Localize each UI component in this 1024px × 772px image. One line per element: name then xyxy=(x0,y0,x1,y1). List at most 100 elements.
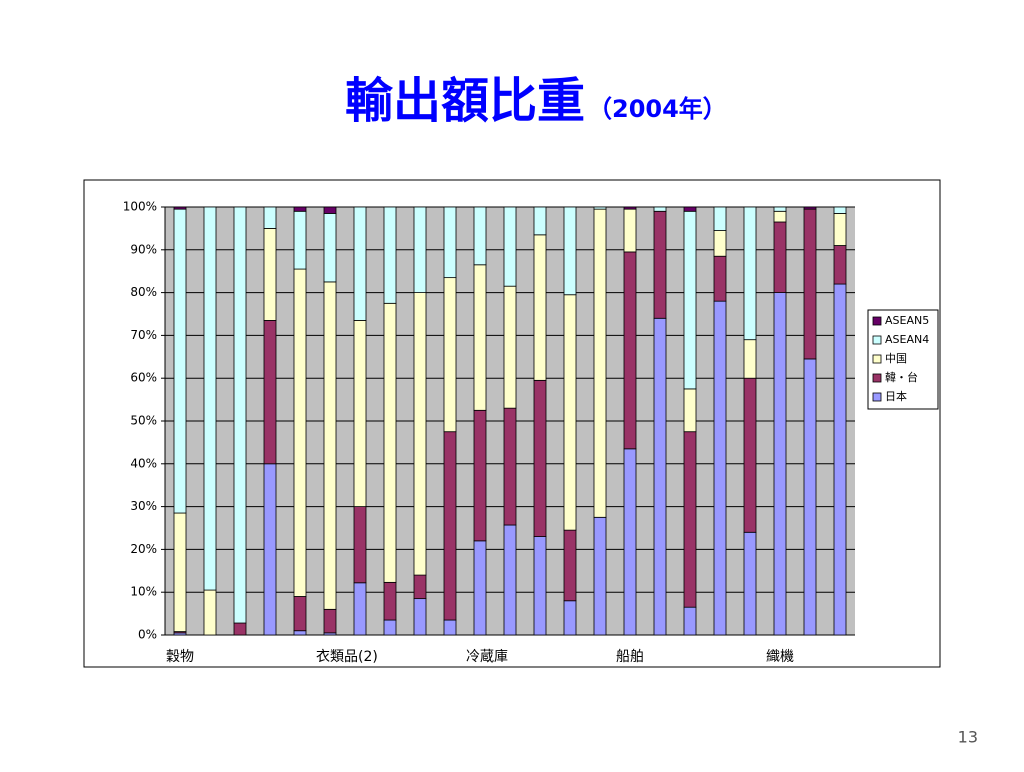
legend-label: 中国 xyxy=(885,352,907,365)
y-tick-label: 90% xyxy=(130,242,157,256)
legend-label: 韓・台 xyxy=(885,370,918,384)
bar-segment xyxy=(503,407,517,526)
bar-segment xyxy=(173,512,187,632)
y-tick-label: 80% xyxy=(130,285,157,299)
bar-segment xyxy=(623,208,637,253)
bar-segment xyxy=(743,206,757,341)
bar-segment xyxy=(383,581,397,621)
bar-segment xyxy=(263,320,277,465)
bar-segment xyxy=(263,206,277,229)
page-number: 13 xyxy=(958,728,978,747)
legend-swatch xyxy=(872,373,882,383)
legend-swatch xyxy=(872,354,882,364)
bar-segment xyxy=(173,208,187,514)
bar-segment xyxy=(293,268,307,597)
bar-segment xyxy=(623,448,637,636)
x-tick-label: 衣類品(2) xyxy=(316,649,378,665)
bar-segment xyxy=(833,283,847,636)
chart-subtitle: （2004年） xyxy=(588,95,727,123)
bar-segment xyxy=(503,285,517,409)
bar-segment xyxy=(323,608,337,634)
bar-segment xyxy=(803,208,817,360)
bar-segment xyxy=(563,600,577,636)
y-tick-label: 60% xyxy=(130,371,157,385)
bar-segment xyxy=(473,206,487,266)
bar-segment xyxy=(473,409,487,542)
bar-segment xyxy=(563,294,577,531)
bar-segment xyxy=(773,221,787,293)
x-tick-label: 織機 xyxy=(766,649,794,665)
y-tick-label: 20% xyxy=(130,542,157,556)
bar-segment xyxy=(803,358,817,636)
bar-segment xyxy=(443,206,457,279)
x-tick-label: 穀物 xyxy=(166,649,194,665)
legend-label: 日本 xyxy=(885,389,907,403)
x-tick-label: 冷蔵庫 xyxy=(466,648,508,665)
bar-segment xyxy=(803,206,817,210)
bar-segment xyxy=(413,598,427,636)
legend-swatch xyxy=(872,392,882,402)
bar-segment xyxy=(713,255,727,302)
x-tick-label: 船舶 xyxy=(616,649,644,665)
bar-segment xyxy=(683,206,697,212)
bar-segment xyxy=(383,302,397,583)
y-tick-label: 100% xyxy=(123,200,157,214)
bar-segment xyxy=(833,206,847,214)
bar-segment xyxy=(293,596,307,632)
bar-segment xyxy=(683,210,697,390)
bar-segment xyxy=(353,506,367,584)
y-tick-label: 40% xyxy=(130,456,157,470)
bar-segment xyxy=(683,388,697,433)
bar-segment xyxy=(683,431,697,608)
bar-segment xyxy=(533,206,547,236)
bar-segment xyxy=(713,300,727,636)
bar-segment xyxy=(563,206,577,296)
bar-segment xyxy=(773,210,787,223)
bar-segment xyxy=(203,589,217,636)
bar-segment xyxy=(323,206,337,214)
bar-segment xyxy=(743,377,757,533)
legend-label: ASEAN4 xyxy=(885,333,929,346)
bar-segment xyxy=(623,251,637,450)
bar-segment xyxy=(353,320,367,508)
bar-segment xyxy=(293,206,307,212)
bar-segment xyxy=(653,206,667,212)
bar-segment xyxy=(473,264,487,411)
bar-segment xyxy=(533,234,547,381)
bar-segment xyxy=(593,208,607,518)
bar-segment xyxy=(293,630,307,636)
bar-segment xyxy=(323,281,337,610)
bar-segment xyxy=(203,206,217,591)
bar-segment xyxy=(413,206,427,293)
bar-segment xyxy=(743,339,757,379)
bar-segment xyxy=(503,206,517,287)
y-tick-label: 30% xyxy=(130,499,157,513)
bar-segment xyxy=(473,540,487,636)
y-tick-label: 50% xyxy=(130,414,157,428)
legend-swatch xyxy=(872,335,882,345)
bar-segment xyxy=(173,206,187,210)
bar-segment xyxy=(353,206,367,321)
y-tick-label: 70% xyxy=(130,328,157,342)
bar-segment xyxy=(713,206,727,231)
bar-segment xyxy=(773,292,787,636)
bar-segment xyxy=(383,619,397,636)
bar-segment xyxy=(383,206,397,304)
bar-segment xyxy=(833,245,847,285)
bar-segment xyxy=(623,206,637,210)
bar-segment xyxy=(653,317,667,636)
bar-segment xyxy=(593,206,607,210)
bar-segment xyxy=(233,206,247,624)
legend-label: ASEAN5 xyxy=(885,314,929,327)
bar-segment xyxy=(653,210,667,319)
bar-segment xyxy=(533,536,547,636)
bar-segment xyxy=(263,463,277,636)
legend-swatch xyxy=(872,316,882,326)
y-tick-label: 0% xyxy=(138,628,157,642)
chart-title: 輸出額比重 xyxy=(345,73,585,129)
bar-segment xyxy=(443,431,457,621)
bar-segment xyxy=(443,277,457,433)
bar-segment xyxy=(233,622,247,636)
